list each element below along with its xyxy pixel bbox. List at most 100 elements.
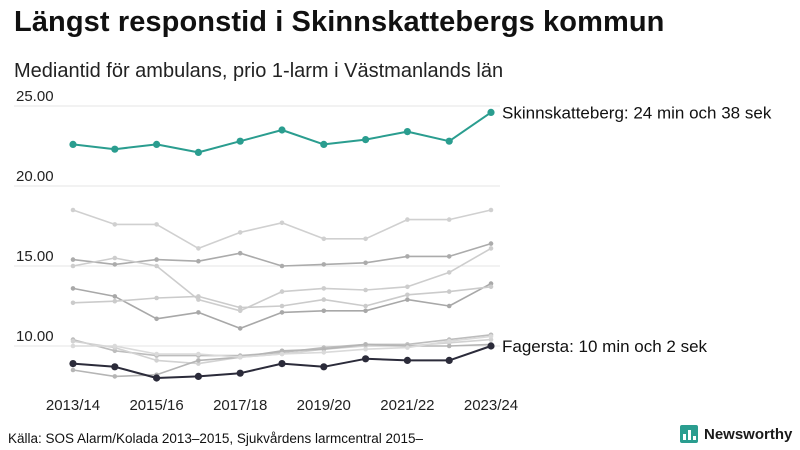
data-point [362, 355, 370, 363]
source-note: Källa: SOS Alarm/Kolada 2013–2015, Sjukv… [8, 431, 423, 446]
data-point [405, 297, 410, 302]
data-point [405, 217, 410, 222]
data-point [362, 136, 370, 144]
data-point [112, 222, 118, 227]
data-point [154, 257, 159, 262]
data-point [196, 294, 201, 299]
data-point [70, 257, 76, 262]
y-tick-label: 20.00 [16, 168, 54, 185]
series-line [72, 209, 492, 250]
x-tick-label: 2015/16 [129, 397, 183, 414]
data-point [236, 137, 244, 145]
data-point [363, 260, 368, 266]
data-point [278, 126, 286, 134]
data-point [405, 284, 410, 290]
data-point [112, 348, 118, 354]
data-point [405, 292, 410, 298]
data-point [196, 246, 201, 251]
x-tick-label: 2019/20 [297, 397, 351, 414]
data-point [405, 254, 410, 259]
data-point [487, 108, 495, 116]
annotation-high: Skinnskatteberg: 24 min och 38 sek [502, 103, 772, 122]
data-point [320, 140, 328, 148]
data-point [279, 303, 285, 309]
data-point [363, 236, 368, 242]
newsworthy-icon [680, 425, 698, 443]
data-point [321, 350, 327, 355]
data-point [154, 358, 159, 363]
series-line [72, 247, 492, 312]
data-point [445, 356, 453, 364]
data-point [70, 367, 76, 373]
data-point [112, 262, 118, 267]
data-point [69, 140, 77, 148]
data-point [112, 255, 118, 261]
data-point [196, 310, 201, 315]
data-point [237, 308, 243, 314]
data-point [446, 217, 452, 222]
data-point [446, 289, 452, 294]
data-point [279, 351, 285, 357]
data-point [194, 372, 202, 380]
data-point [405, 345, 410, 350]
data-point [446, 303, 452, 309]
data-point [321, 286, 327, 291]
data-point [446, 338, 452, 344]
data-point [154, 295, 159, 301]
x-tick-label: 2021/22 [380, 397, 434, 414]
data-point [363, 346, 368, 352]
data-point [446, 254, 452, 259]
data-point [237, 305, 243, 310]
data-point [70, 338, 76, 344]
data-point [154, 222, 159, 227]
data-point [488, 241, 494, 246]
data-point [237, 250, 243, 256]
data-point [237, 230, 243, 235]
data-point [279, 310, 285, 315]
data-point [196, 361, 201, 366]
data-point [487, 342, 495, 350]
data-point [446, 343, 452, 349]
data-point [70, 207, 76, 213]
y-tick-label: 10.00 [16, 328, 54, 345]
data-point [488, 337, 494, 342]
data-point [70, 343, 76, 349]
data-point [196, 358, 201, 363]
data-point [111, 145, 119, 153]
annotation-low: Fagersta: 10 min och 2 sek [502, 337, 708, 356]
data-point [488, 281, 494, 286]
data-point [153, 374, 161, 382]
data-point [279, 289, 285, 294]
data-point [446, 270, 452, 275]
brand-logo: Newsworthy [680, 425, 792, 443]
data-point [363, 287, 368, 293]
data-point [69, 360, 77, 368]
data-point [363, 303, 368, 309]
data-point [321, 262, 327, 267]
data-point [154, 263, 159, 269]
data-point [112, 298, 118, 304]
data-point [237, 326, 243, 331]
data-point [488, 334, 494, 339]
data-point [196, 351, 201, 357]
data-point [70, 300, 76, 306]
data-point [112, 343, 118, 349]
data-point [445, 137, 453, 145]
data-point [321, 308, 327, 314]
data-point [321, 236, 327, 242]
data-point [363, 308, 368, 314]
data-point [196, 297, 201, 302]
chart-title: Längst responstid i Skinnskattebergs kom… [14, 6, 665, 38]
data-point [194, 148, 202, 156]
data-point [403, 356, 411, 364]
data-point [321, 346, 327, 352]
data-point [278, 360, 286, 368]
data-point [154, 316, 159, 322]
data-point [236, 369, 244, 377]
x-tick-label: 2017/18 [213, 397, 267, 414]
y-tick-label: 25.00 [16, 88, 54, 105]
data-point [279, 263, 285, 269]
data-point [320, 363, 328, 371]
data-point [403, 128, 411, 136]
